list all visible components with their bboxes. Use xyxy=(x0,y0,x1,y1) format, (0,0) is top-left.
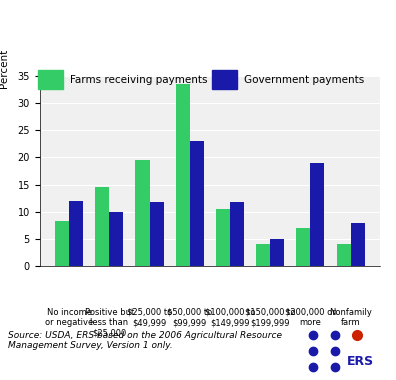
Text: ERS: ERS xyxy=(347,355,374,368)
Text: Source: USDA, ERS based on the 2006 Agricultural Resource
Management Survey, Ver: Source: USDA, ERS based on the 2006 Agri… xyxy=(8,331,282,350)
Bar xyxy=(296,228,310,266)
Bar xyxy=(135,160,150,266)
Bar xyxy=(230,203,244,266)
Text: Farms receiving payments: Farms receiving payments xyxy=(70,75,207,85)
Bar xyxy=(216,209,230,266)
Bar xyxy=(190,141,204,266)
Bar xyxy=(55,222,69,266)
Bar xyxy=(109,212,124,266)
Bar xyxy=(270,239,284,266)
Text: Government payments: Government payments xyxy=(244,75,364,85)
Bar xyxy=(310,163,324,266)
Bar xyxy=(256,244,270,266)
FancyBboxPatch shape xyxy=(212,70,237,89)
Bar xyxy=(95,187,109,266)
Bar xyxy=(350,223,365,266)
Bar xyxy=(150,203,164,266)
FancyBboxPatch shape xyxy=(38,70,63,89)
Bar xyxy=(337,244,350,266)
Text: Distribution of farms receiving government payments and payments
received, by op: Distribution of farms receiving governme… xyxy=(8,16,396,46)
Y-axis label: Percent: Percent xyxy=(0,49,9,88)
Bar xyxy=(176,84,190,266)
Bar xyxy=(69,201,83,266)
